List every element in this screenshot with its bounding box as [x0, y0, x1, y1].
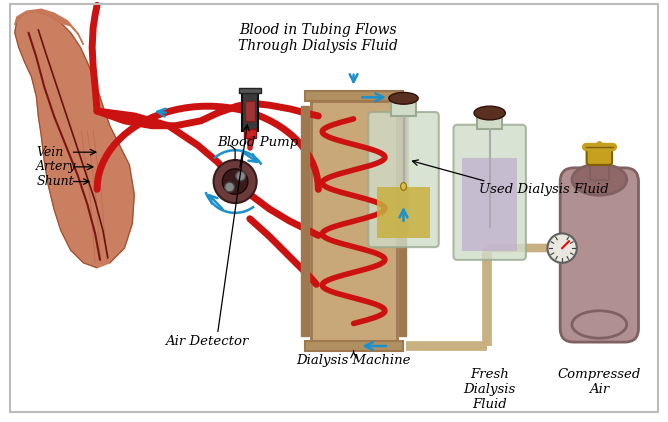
Text: Compressed
Air: Compressed Air: [558, 368, 641, 395]
Text: Used Dialysis Fluid: Used Dialysis Fluid: [479, 183, 609, 196]
Bar: [242, 92, 258, 131]
Text: Blood Pump: Blood Pump: [218, 136, 299, 149]
FancyBboxPatch shape: [454, 125, 526, 260]
Ellipse shape: [572, 164, 627, 195]
Bar: [462, 158, 517, 251]
Bar: [399, 106, 406, 336]
Text: Vein: Vein: [36, 146, 63, 159]
Text: Artery: Artery: [36, 160, 77, 173]
Ellipse shape: [572, 311, 627, 338]
FancyBboxPatch shape: [560, 168, 639, 342]
Circle shape: [224, 182, 234, 192]
Circle shape: [548, 233, 576, 263]
Ellipse shape: [389, 92, 418, 104]
Text: Shunt: Shunt: [36, 175, 74, 188]
Ellipse shape: [401, 183, 406, 190]
Bar: [239, 87, 261, 93]
Bar: [245, 101, 255, 121]
FancyBboxPatch shape: [368, 112, 439, 247]
Circle shape: [222, 169, 248, 194]
Bar: [305, 92, 403, 101]
Text: Fresh
Dialysis
Fluid: Fresh Dialysis Fluid: [464, 368, 516, 411]
Bar: [301, 106, 309, 336]
Bar: [377, 187, 430, 238]
Circle shape: [236, 171, 246, 181]
Bar: [391, 98, 416, 116]
Polygon shape: [15, 11, 134, 268]
Circle shape: [214, 160, 257, 203]
Bar: [477, 113, 502, 129]
Bar: [305, 341, 403, 351]
Ellipse shape: [474, 106, 506, 120]
Polygon shape: [15, 9, 84, 44]
Text: Air Detector: Air Detector: [165, 335, 248, 348]
FancyBboxPatch shape: [587, 145, 612, 165]
Text: Dialysis Machine: Dialysis Machine: [297, 354, 411, 367]
Bar: [311, 101, 397, 341]
Text: Blood in Tubing Flows
Through Dialysis Fluid: Blood in Tubing Flows Through Dialysis F…: [238, 23, 398, 53]
Bar: [590, 158, 609, 180]
Bar: [244, 129, 256, 138]
